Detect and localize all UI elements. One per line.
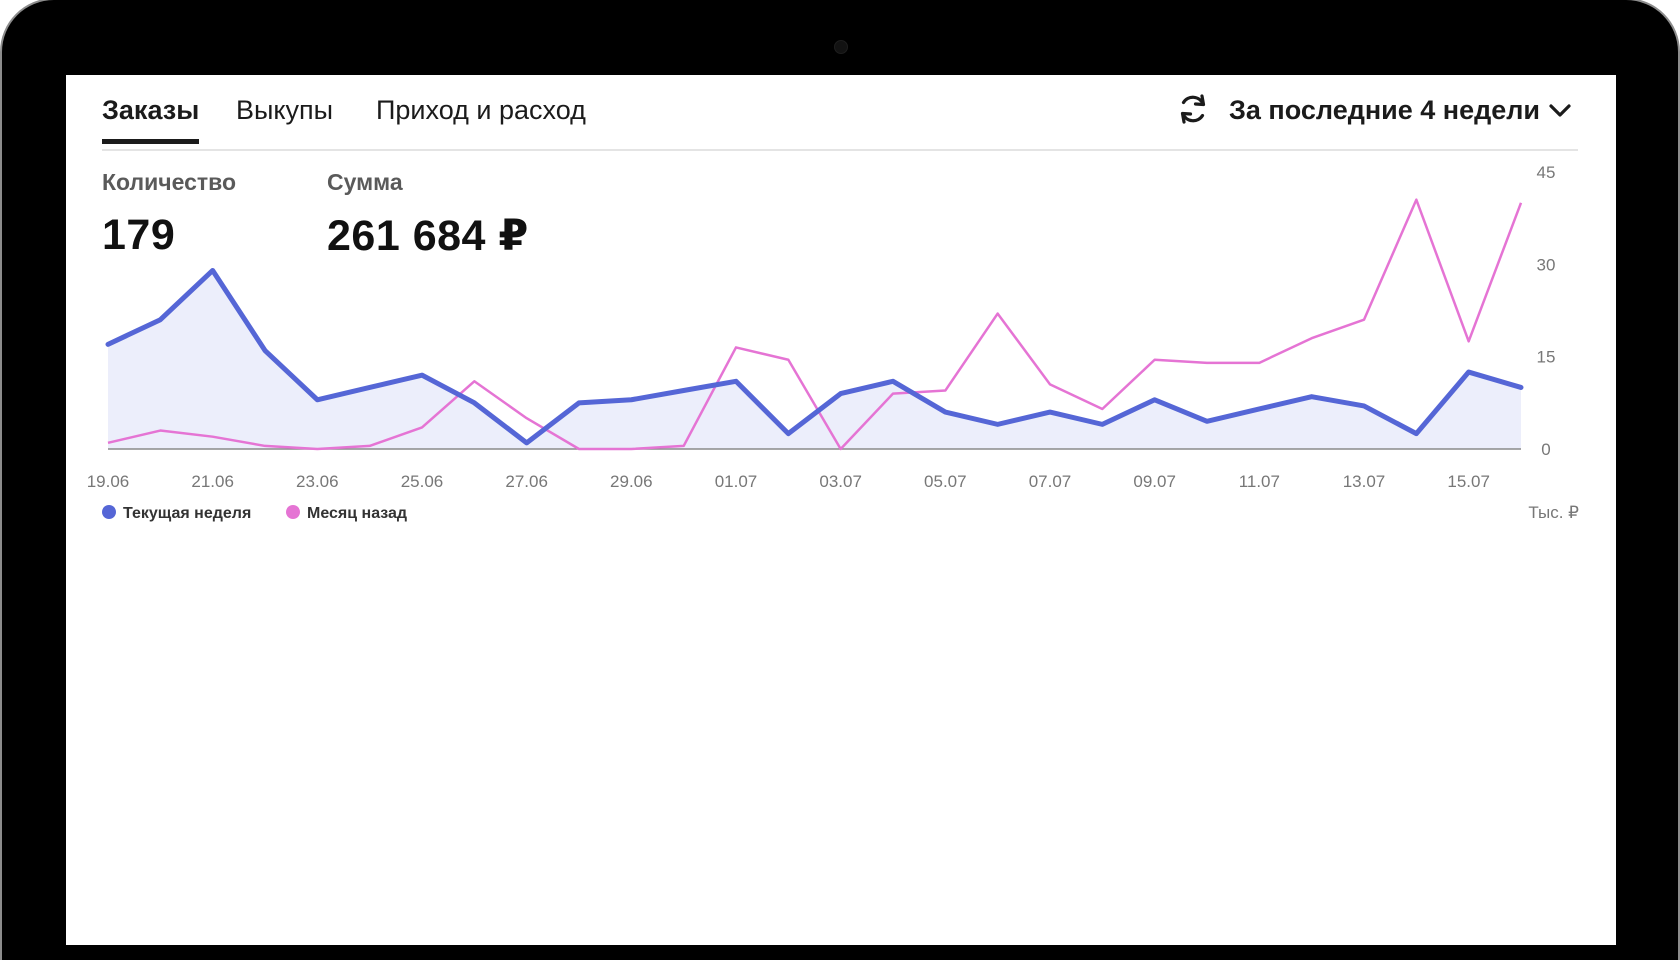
x-tick-label: 09.07 [1133, 472, 1176, 491]
dashboard-screen: Заказы Выкупы Приход и расход За последн… [66, 75, 1616, 945]
refresh-icon[interactable] [1175, 91, 1211, 127]
tab-bar: Заказы Выкупы Приход и расход За последн… [102, 75, 1578, 151]
legend-month-ago-label: Месяц назад [307, 505, 407, 522]
legend-current-dot [102, 505, 116, 519]
x-tick-label: 23.06 [296, 472, 339, 491]
orders-chart: 19.06 21.06 23.06 25.06 27.06 29.06 01.07 03.07… [87, 163, 1579, 522]
x-tick-label: 15.07 [1447, 472, 1490, 491]
camera-icon [834, 40, 848, 54]
x-tick-label: 19.06 [87, 472, 130, 491]
y-unit-label: Тыс. ₽ [1528, 503, 1579, 522]
quantity-value: 179 [102, 211, 176, 259]
x-tick-label: 05.07 [924, 472, 967, 491]
current-series-area [108, 270, 1521, 449]
legend-current-label: Текущая неделя [123, 505, 251, 522]
sum-label: Сумма [327, 169, 403, 195]
x-tick-label: 21.06 [191, 472, 234, 491]
x-tick-label: 27.06 [505, 472, 548, 491]
x-tick-label: 07.07 [1029, 472, 1072, 491]
tab-orders[interactable]: Заказы [102, 95, 200, 144]
x-tick-label: 11.07 [1239, 472, 1280, 491]
x-tick-label: 29.06 [610, 472, 653, 491]
quantity-label: Количество [102, 169, 237, 195]
legend-month-ago-dot [286, 505, 300, 519]
x-tick-label: 25.06 [401, 472, 444, 491]
y-tick-label: 45 [1537, 163, 1556, 182]
month-ago-series-line [107, 198, 1523, 451]
x-tick-label: 01.07 [715, 472, 758, 491]
period-select[interactable]: За последние 4 недели [1229, 95, 1541, 125]
tab-buyouts[interactable]: Выкупы [236, 95, 334, 125]
y-tick-label: 0 [1541, 440, 1550, 459]
current-series-line [105, 267, 1524, 446]
sum-value: 261 684 ₽ [327, 212, 529, 260]
y-tick-label: 15 [1537, 348, 1556, 367]
y-tick-label: 30 [1537, 255, 1556, 274]
tab-income-expense[interactable]: Приход и расход [376, 95, 586, 125]
x-tick-label: 03.07 [819, 472, 862, 491]
chevron-down-icon[interactable] [1547, 101, 1573, 121]
x-tick-label: 13.07 [1343, 472, 1386, 491]
